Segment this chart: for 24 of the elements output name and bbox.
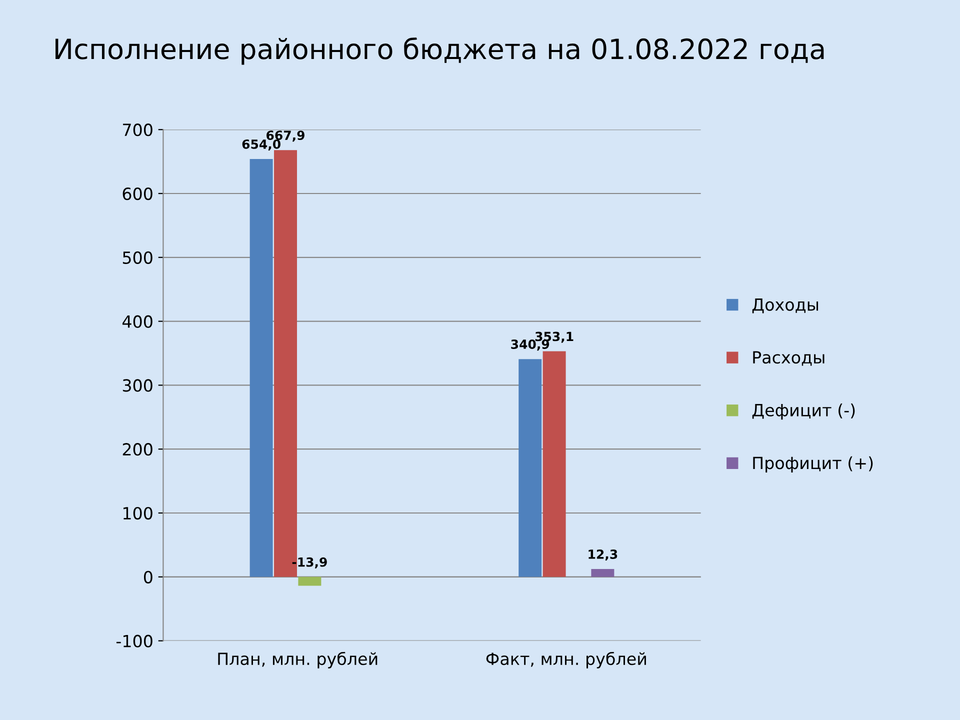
bar [542, 351, 566, 577]
y-tick-label: 300 [122, 379, 152, 392]
data-label: 667,9 [266, 130, 304, 142]
data-label: 12,3 [588, 549, 618, 561]
bar [591, 569, 614, 577]
legend-label: Дефицит (-) [752, 404, 855, 420]
bar [250, 158, 273, 577]
legend-label: Профицит (+) [753, 456, 873, 472]
y-tick-label: 100 [123, 506, 152, 520]
x-tick-label: Факт, млн. рублей [486, 652, 646, 668]
bar [518, 359, 542, 577]
legend-label: Доходы [752, 298, 818, 314]
y-tick-label: -100 [116, 634, 152, 648]
y-tick-label: 0 [144, 570, 152, 584]
chart-title: Исполнение районного бюджета на 01.08.2022 года [56, 37, 824, 65]
y-tick-label: 200 [122, 443, 152, 456]
x-tick-label: План, млн. рублей [218, 652, 378, 668]
data-label: 654,0 [242, 139, 280, 150]
bar [298, 576, 322, 586]
y-tick-label: 600 [122, 187, 152, 200]
y-tick-label: 400 [122, 315, 152, 328]
legend-label: Расходы [753, 351, 824, 366]
y-tick-label: 500 [122, 251, 152, 264]
y-tick-label: 700 [123, 124, 152, 136]
